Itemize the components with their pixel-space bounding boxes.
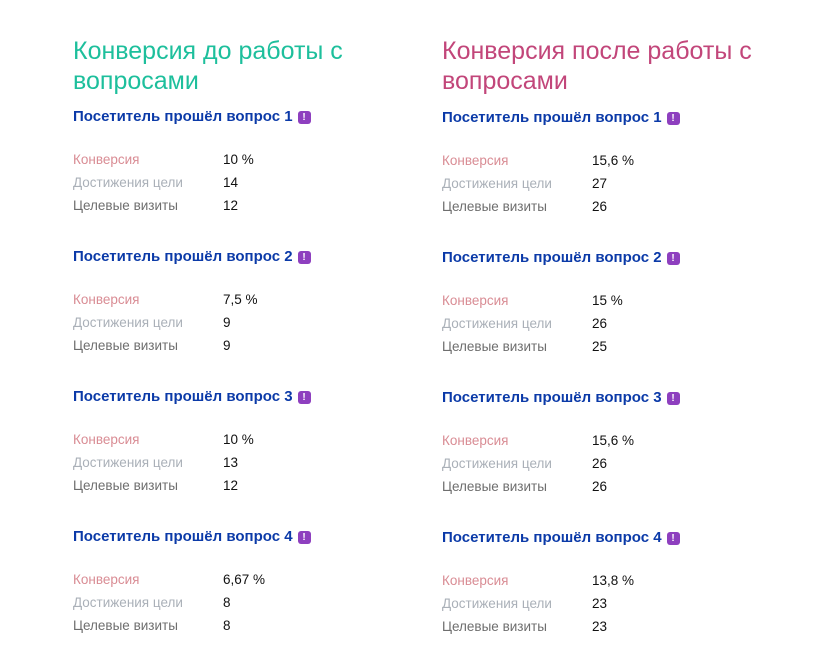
metric-value: 15 %	[592, 293, 623, 308]
exclamation-badge-icon[interactable]: !	[666, 532, 680, 545]
goal-heading-text: Посетитель прошёл вопрос 4	[442, 529, 662, 546]
metric-value: 27	[592, 176, 608, 191]
metric-value: 9	[223, 338, 231, 353]
metric-label: Конверсия	[73, 152, 140, 167]
goal-group: Посетитель прошёл вопрос 1! Конверсия 15,6…	[442, 108, 822, 214]
exclamation-badge-icon[interactable]: !	[666, 392, 680, 405]
metric-value: 6,67 %	[223, 572, 266, 587]
metric-label: Конверсия	[73, 432, 140, 447]
metric-value: 13	[223, 455, 239, 470]
exclamation-badge-icon[interactable]: !	[297, 111, 311, 124]
metric-label: Целевые визиты	[442, 199, 547, 214]
goal-group: Посетитель прошёл вопрос 4! Конверсия 6,67…	[73, 527, 453, 633]
metric-value: 25	[592, 339, 608, 354]
goal-heading: Посетитель прошёл вопрос 3!	[442, 388, 822, 408]
goal-heading: Посетитель прошёл вопрос 3!	[73, 387, 453, 407]
metric-label: Достижения цели	[73, 595, 183, 610]
metric-value: 15,6 %	[592, 433, 635, 448]
goal-heading-text: Посетитель прошёл вопрос 2	[442, 249, 662, 266]
metric-value: 23	[592, 596, 608, 611]
goal-heading-text: Посетитель прошёл вопрос 1	[73, 108, 293, 125]
exclamation-badge-icon[interactable]: !	[297, 531, 311, 544]
metric-label: Конверсия	[442, 433, 509, 448]
goal-group: Посетитель прошёл вопрос 3! Конверсия 15,6…	[442, 388, 822, 494]
goal-group: Посетитель прошёл вопрос 4! Конверсия 13,8…	[442, 528, 822, 634]
exclamation-badge-icon[interactable]: !	[666, 252, 680, 265]
goal-heading-text: Посетитель прошёл вопрос 1	[442, 109, 662, 126]
metric-value: 10 %	[223, 152, 254, 167]
before-title: Конверсия до работы с вопросами	[73, 37, 343, 95]
goal-heading: Посетитель прошёл вопрос 1!	[73, 107, 453, 127]
metric-label: Достижения цели	[73, 315, 183, 330]
goal-heading-text: Посетитель прошёл вопрос 3	[442, 389, 662, 406]
metric-value: 15,6 %	[592, 153, 635, 168]
metric-value: 26	[592, 456, 608, 471]
exclamation-badge-icon[interactable]: !	[666, 112, 680, 125]
goal-heading: Посетитель прошёл вопрос 2!	[73, 247, 453, 267]
goal-heading: Посетитель прошёл вопрос 2!	[442, 248, 822, 268]
metric-label: Достижения цели	[73, 455, 183, 470]
metric-value: 13,8 %	[592, 573, 635, 588]
metric-value: 8	[223, 618, 231, 633]
metric-label: Целевые визиты	[73, 478, 178, 493]
metric-label: Целевые визиты	[442, 479, 547, 494]
metric-value: 12	[223, 478, 239, 493]
metric-label: Целевые визиты	[442, 339, 547, 354]
metric-label: Целевые визиты	[73, 198, 178, 213]
metric-label: Целевые визиты	[73, 618, 178, 633]
goal-heading-text: Посетитель прошёл вопрос 2	[73, 248, 293, 265]
metric-value: 8	[223, 595, 231, 610]
exclamation-badge-icon[interactable]: !	[297, 391, 311, 404]
metric-label: Конверсия	[73, 292, 140, 307]
exclamation-badge-icon[interactable]: !	[297, 251, 311, 264]
metric-label: Достижения цели	[73, 175, 183, 190]
metric-value: 26	[592, 199, 608, 214]
goal-heading: Посетитель прошёл вопрос 1!	[442, 108, 822, 128]
metric-value: 10 %	[223, 432, 254, 447]
goal-group: Посетитель прошёл вопрос 1! Конверсия 10 %…	[73, 107, 453, 213]
metric-label: Конверсия	[442, 153, 509, 168]
metric-value: 12	[223, 198, 239, 213]
goal-group: Посетитель прошёл вопрос 3! Конверсия 10 %…	[73, 387, 453, 493]
metric-label: Достижения цели	[442, 456, 552, 471]
goal-heading: Посетитель прошёл вопрос 4!	[442, 528, 822, 548]
after-title: Конверсия после работы с вопросами	[442, 37, 752, 95]
metric-label: Достижения цели	[442, 176, 552, 191]
metric-label: Достижения цели	[442, 316, 552, 331]
goal-heading-text: Посетитель прошёл вопрос 3	[73, 388, 293, 405]
goal-heading: Посетитель прошёл вопрос 4!	[73, 527, 453, 547]
metric-label: Конверсия	[73, 572, 140, 587]
metric-label: Достижения цели	[442, 596, 552, 611]
metric-value: 9	[223, 315, 231, 330]
metric-value: 23	[592, 619, 608, 634]
metric-label: Целевые визиты	[442, 619, 547, 634]
metric-value: 7,5 %	[223, 292, 258, 307]
metric-label: Конверсия	[442, 293, 509, 308]
goal-group: Посетитель прошёл вопрос 2! Конверсия 7,5 …	[73, 247, 453, 353]
metric-value: 14	[223, 175, 239, 190]
metric-label: Целевые визиты	[73, 338, 178, 353]
metric-value: 26	[592, 316, 608, 331]
metric-value: 26	[592, 479, 608, 494]
goal-heading-text: Посетитель прошёл вопрос 4	[73, 528, 293, 545]
metric-label: Конверсия	[442, 573, 509, 588]
goal-group: Посетитель прошёл вопрос 2! Конверсия 15 %…	[442, 248, 822, 354]
